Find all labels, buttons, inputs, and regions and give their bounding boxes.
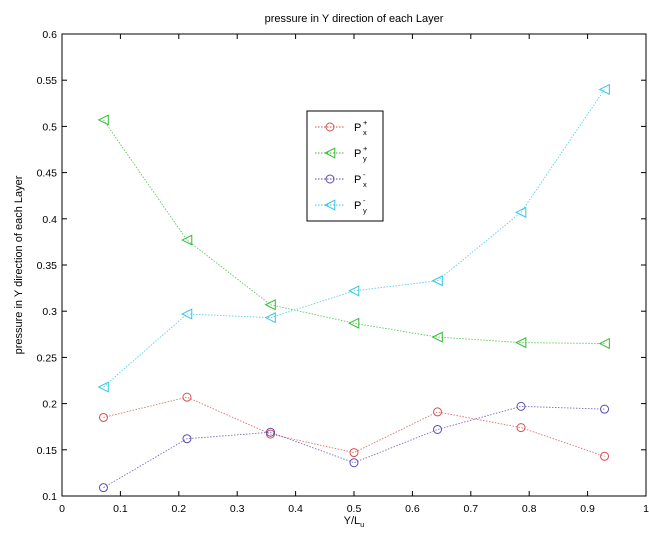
x-tick-label: 0.8 — [522, 503, 537, 515]
data-point — [431, 331, 443, 343]
y-axis-label: pressure in Y direction of each Layer — [13, 175, 25, 354]
y-tick-label: 0.25 — [37, 352, 58, 364]
y-tick-label: 0.3 — [42, 306, 57, 318]
y-axis: 0.1 0.15 0.2 0.25 0.3 0.35 0.4 0.45 0.5 0.55 0.6 — [37, 29, 646, 503]
y-tick-label: 0.15 — [37, 445, 58, 457]
y-tick-label: 0.4 — [42, 214, 57, 226]
x-tick-label: 0.4 — [288, 503, 303, 515]
y-tick-label: 0.55 — [37, 75, 58, 87]
legend-item: P +y — [315, 144, 368, 163]
series-line — [103, 89, 605, 388]
series-3 — [98, 401, 610, 493]
legend-label-subscript: y — [363, 206, 367, 215]
data-point — [516, 401, 526, 411]
x-tick-label: 0.2 — [171, 503, 186, 515]
plot-frame — [61, 33, 647, 497]
legend: P +xP +yP -xP -y — [306, 110, 384, 222]
data-point — [97, 114, 109, 126]
legend-label-superscript: + — [363, 118, 368, 127]
data-point — [324, 147, 336, 159]
legend-item: P -x — [315, 170, 367, 189]
data-point — [349, 448, 359, 458]
legend-label: P — [354, 174, 361, 186]
legend-label-subscript: y — [363, 154, 367, 163]
data-point — [598, 83, 610, 96]
data-point — [182, 434, 192, 444]
series-1 — [98, 392, 610, 461]
data-point — [98, 412, 108, 422]
legend-label-subscript: x — [363, 128, 367, 137]
series-4 — [97, 83, 610, 393]
data-point — [600, 404, 610, 414]
x-tick-label: 1 — [643, 503, 649, 515]
data-point — [97, 381, 109, 393]
data-point — [265, 427, 275, 437]
series-line — [103, 405, 605, 489]
series-line — [103, 119, 605, 344]
legend-label-subscript: x — [363, 180, 367, 189]
y-tick-label: 0.6 — [42, 29, 57, 41]
data-point — [515, 337, 527, 349]
x-axis-label-subscript: u — [360, 520, 364, 529]
x-tick-label: 0.7 — [463, 503, 478, 515]
chart-title: pressure in Y direction of each Layer — [265, 13, 444, 25]
legend-label-superscript: - — [363, 170, 366, 179]
legend-label: P — [354, 200, 361, 212]
legend-label: P — [354, 148, 361, 160]
x-tick-label: 0.9 — [580, 503, 595, 515]
data-point — [182, 392, 192, 402]
data-point — [98, 483, 108, 493]
data-point — [181, 234, 193, 246]
data-point — [348, 317, 360, 329]
legend-label-superscript: - — [363, 196, 366, 205]
series-layer — [97, 83, 610, 493]
legend-label-superscript: + — [363, 144, 368, 153]
x-tick-label: 0.5 — [347, 503, 362, 515]
y-tick-label: 0.35 — [37, 260, 58, 272]
data-point — [433, 424, 443, 434]
y-tick-label: 0.5 — [42, 121, 57, 133]
data-point — [264, 299, 276, 311]
data-point — [349, 458, 359, 468]
x-axis-label-main: Y/L — [344, 515, 361, 527]
legend-item: P -y — [315, 196, 367, 215]
data-point — [325, 122, 335, 132]
data-point — [515, 206, 527, 218]
x-tick-label: 0.1 — [113, 503, 128, 515]
series-line — [103, 396, 605, 457]
data-point — [348, 285, 360, 297]
data-point — [181, 308, 193, 320]
x-tick-label: 0 — [59, 503, 65, 515]
data-point — [431, 275, 443, 287]
data-point — [516, 423, 526, 433]
data-point — [600, 451, 610, 461]
series-2 — [97, 114, 610, 350]
data-point — [264, 312, 276, 324]
x-axis: 0 0.1 0.2 0.3 0.4 0.5 0.6 0.7 0.8 0.9 1 — [59, 34, 649, 515]
data-point — [324, 199, 336, 211]
data-point — [598, 337, 610, 350]
y-tick-label: 0.2 — [42, 399, 57, 411]
x-tick-label: 0.3 — [230, 503, 245, 515]
data-point — [325, 174, 335, 184]
legend-label: P — [354, 122, 361, 134]
y-tick-label: 0.1 — [42, 491, 57, 503]
y-tick-label: 0.45 — [37, 168, 58, 180]
x-tick-label: 0.6 — [405, 503, 420, 515]
data-point — [433, 407, 443, 417]
legend-item: P +x — [315, 118, 368, 137]
legend-box — [306, 110, 384, 222]
x-axis-label: Y/Lu — [344, 515, 365, 529]
